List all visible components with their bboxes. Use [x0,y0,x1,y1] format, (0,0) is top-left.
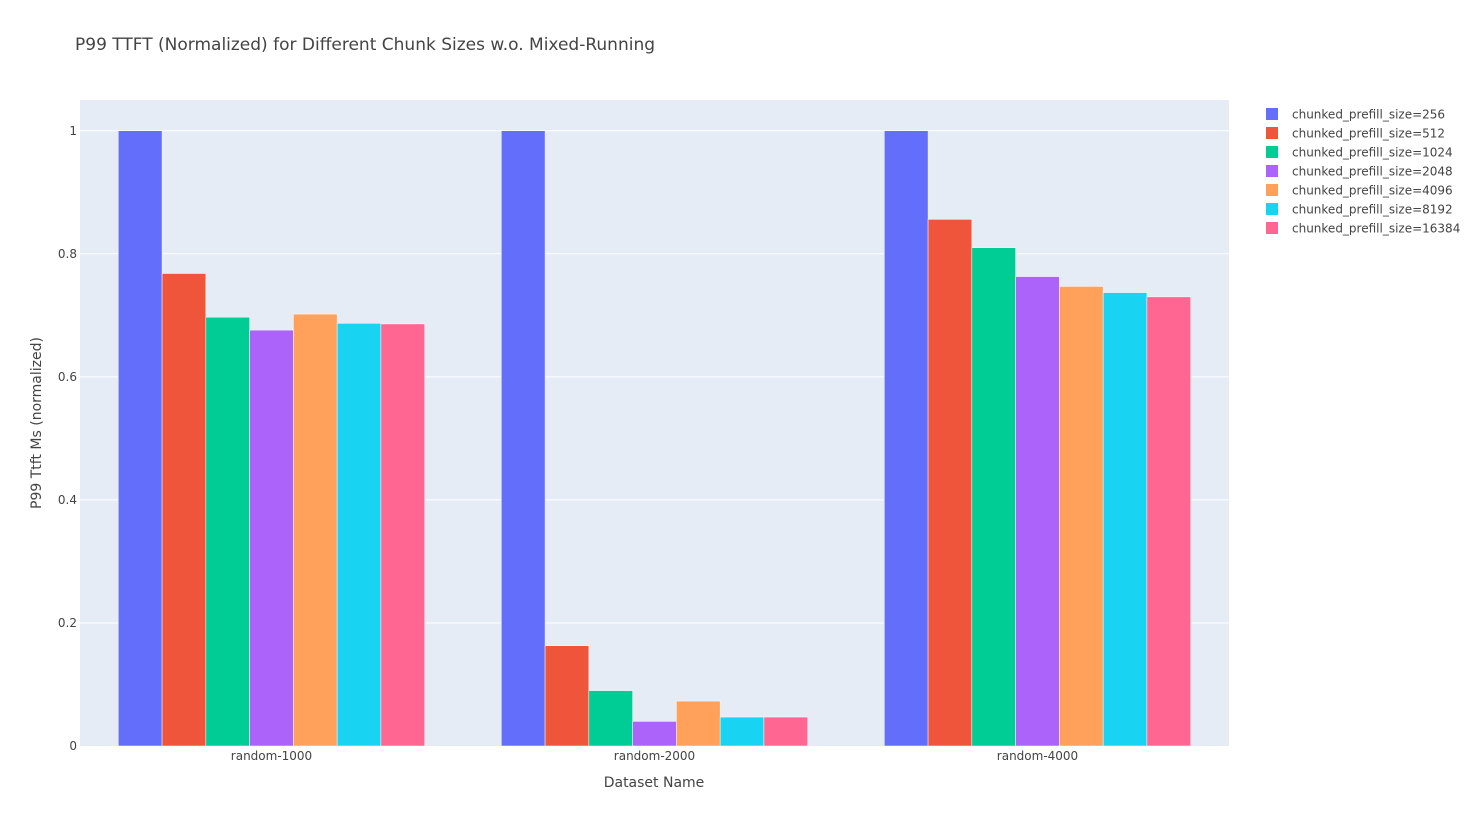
bar[interactable] [719,716,765,747]
legend[interactable]: chunked_prefill_size=256 chunked_prefill_… [1266,108,1460,236]
y-axis-title: P99 Ttft Ms (normalized) [29,337,45,509]
bar[interactable] [249,329,294,747]
bar[interactable] [336,323,382,747]
bar[interactable] [161,273,207,747]
y-tick-label: 0.8 [58,247,77,261]
bar[interactable] [763,716,808,747]
x-axis-title: Dataset Name [604,775,705,791]
legend-label[interactable]: chunked_prefill_size=8192 [1292,203,1453,217]
legend-label[interactable]: chunked_prefill_size=2048 [1292,165,1453,179]
y-tick-label: 0.4 [58,493,77,507]
bar[interactable] [676,700,721,747]
legend-swatch[interactable] [1266,127,1278,139]
bar[interactable] [1102,292,1148,747]
x-axis-ticks: random-1000 random-2000 random-4000 [231,749,1078,763]
bar[interactable] [501,130,546,747]
y-axis-ticks: 0 0.2 0.4 0.6 0.8 1 [58,124,77,753]
y-tick-label: 0.6 [58,370,77,384]
bars [118,130,1191,747]
bar[interactable] [971,247,1016,747]
legend-swatch[interactable] [1266,184,1278,196]
chart-title: P99 TTFT (Normalized) for Different Chun… [75,35,655,55]
legend-label[interactable]: chunked_prefill_size=512 [1292,127,1445,141]
bar[interactable] [927,219,973,747]
y-tick-label: 0 [69,739,77,753]
legend-swatch[interactable] [1266,165,1278,177]
legend-label[interactable]: chunked_prefill_size=4096 [1292,184,1453,198]
legend-swatch[interactable] [1266,146,1278,158]
bar[interactable] [1059,286,1104,747]
y-tick-label: 0.2 [58,616,77,630]
bar[interactable] [632,721,677,747]
bar[interactable] [544,645,590,747]
legend-label[interactable]: chunked_prefill_size=256 [1292,108,1445,122]
bar[interactable] [380,323,425,747]
legend-swatch[interactable] [1266,108,1278,120]
x-tick-label: random-4000 [997,749,1078,763]
bar[interactable] [293,313,338,747]
legend-label[interactable]: chunked_prefill_size=16384 [1292,222,1460,236]
x-tick-label: random-1000 [231,749,312,763]
bar[interactable] [884,130,929,747]
legend-label[interactable]: chunked_prefill_size=1024 [1292,146,1453,160]
bar[interactable] [1015,276,1060,747]
bar[interactable] [1146,296,1191,747]
bar[interactable] [118,130,163,747]
legend-swatch[interactable] [1266,203,1278,215]
x-tick-label: random-2000 [614,749,695,763]
y-tick-label: 1 [69,124,77,138]
bar[interactable] [588,690,633,747]
bar[interactable] [205,316,250,747]
legend-swatch[interactable] [1266,222,1278,234]
